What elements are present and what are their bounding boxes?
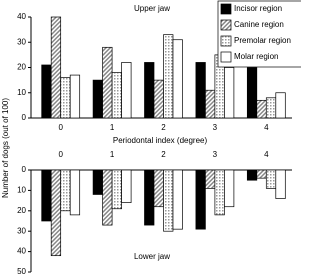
bar	[41, 169, 52, 222]
legend-swatch	[220, 51, 232, 63]
bar	[111, 72, 122, 119]
bar	[102, 46, 113, 119]
bar	[256, 99, 267, 119]
y-tick-label: 40	[17, 12, 26, 21]
bar	[92, 79, 103, 119]
legend-label: Canine region	[234, 20, 284, 29]
bar	[60, 77, 71, 119]
bar	[214, 169, 225, 216]
bar	[265, 169, 277, 189]
chart: Number of dogs (out of 100) Periodontal …	[1, 0, 301, 276]
bar	[195, 62, 206, 119]
x-tick-label: 3	[213, 123, 218, 132]
legend-swatch	[220, 35, 232, 47]
bar	[256, 169, 267, 179]
bar	[205, 89, 216, 119]
x-tick-label: 1	[110, 123, 115, 132]
bar	[102, 169, 113, 226]
y-tick-label: 0	[22, 165, 27, 174]
bar	[224, 67, 235, 119]
y-tick-label: 40	[17, 247, 26, 256]
bar	[41, 64, 52, 119]
x-tick-label: 1	[110, 150, 115, 159]
legend-box	[217, 0, 301, 68]
bar	[69, 74, 81, 119]
bar	[224, 169, 235, 208]
x-tick-label: 0	[58, 123, 63, 132]
y-tick-label: 30	[17, 37, 26, 46]
bar	[121, 169, 132, 203]
bar	[195, 169, 206, 230]
x-tick-label: 2	[161, 150, 166, 159]
x-tick-label: 3	[213, 150, 218, 159]
legend-label: Incisor region	[234, 4, 282, 13]
bar	[246, 169, 258, 181]
legend-swatch	[220, 19, 232, 31]
bar	[265, 97, 277, 119]
y-axis-label: Number of dogs (out of 100)	[1, 98, 10, 198]
bar	[111, 169, 122, 210]
y-tick-label: 50	[17, 267, 26, 276]
x-tick-label: 4	[264, 123, 269, 132]
y-tick-label: 0	[22, 113, 27, 122]
bar	[144, 62, 155, 119]
y-tick-label: 20	[17, 63, 26, 72]
bar	[60, 169, 71, 212]
panel-title: Lower jaw	[134, 252, 170, 261]
bar	[275, 92, 286, 119]
bar	[69, 169, 81, 216]
bar	[50, 16, 62, 119]
x-tick-label: 4	[264, 150, 269, 159]
y-tick-label: 20	[17, 206, 26, 215]
bar	[163, 34, 174, 119]
x-tick-label: 0	[58, 150, 63, 159]
bar	[163, 169, 174, 232]
bar	[246, 67, 258, 119]
bar	[153, 79, 164, 119]
y-tick-label: 10	[17, 186, 26, 195]
bar	[144, 169, 155, 226]
y-tick-label: 30	[17, 226, 26, 235]
bar	[153, 169, 164, 208]
bar	[92, 169, 103, 195]
legend-label: Premolar region	[234, 36, 291, 45]
bar	[172, 169, 183, 230]
y-tick-label: 10	[17, 88, 26, 97]
bar	[275, 169, 286, 199]
legend-swatch	[220, 3, 232, 15]
bar	[121, 62, 132, 119]
legend-label: Molar region	[234, 52, 278, 61]
panel-title: Upper jaw	[134, 4, 170, 13]
bar	[205, 169, 216, 189]
x-axis-label: Periodontal index (degree)	[113, 136, 208, 145]
x-tick-label: 2	[161, 123, 166, 132]
bar	[172, 39, 183, 119]
bar	[50, 169, 62, 257]
